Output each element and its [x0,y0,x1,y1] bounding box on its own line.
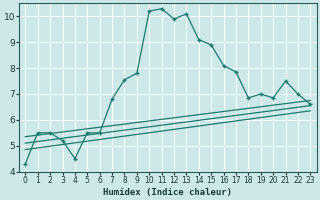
X-axis label: Humidex (Indice chaleur): Humidex (Indice chaleur) [103,188,232,197]
